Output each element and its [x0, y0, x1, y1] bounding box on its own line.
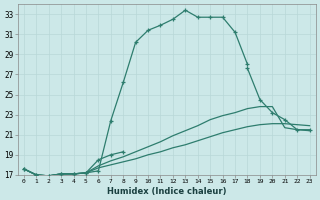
X-axis label: Humidex (Indice chaleur): Humidex (Indice chaleur) — [107, 187, 227, 196]
